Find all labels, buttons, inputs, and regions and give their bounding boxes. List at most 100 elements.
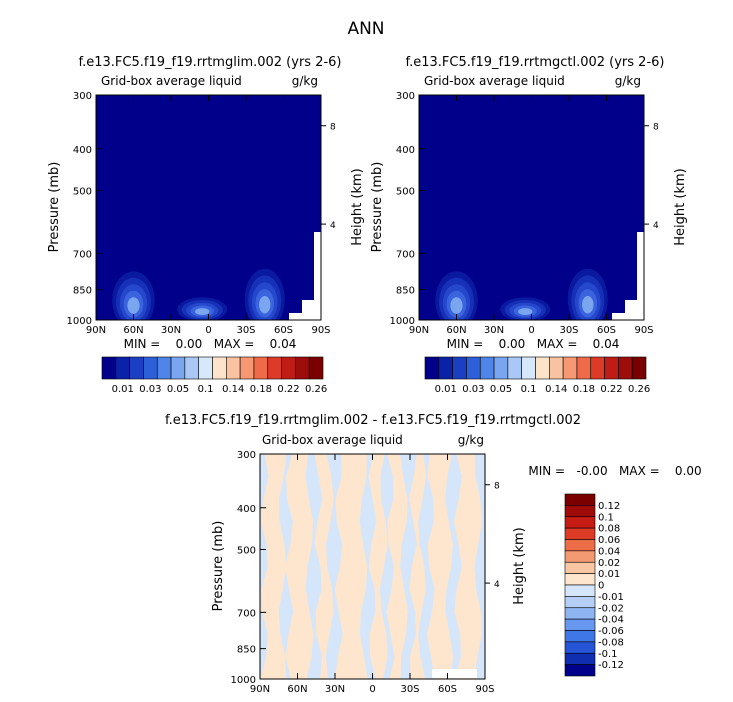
contour-band [259,295,271,314]
legend-label: 0.08 [598,524,620,535]
min-max-readout: MIN = 0.00 MAX = 0.04 [124,337,297,351]
height-tick-label: 4 [330,221,336,231]
legend-swatch [590,356,605,380]
panel-difference: f.e13.FC5.f19_f19.rrtmglim.002 - f.e13.F… [165,413,702,695]
legend-swatch [226,356,241,380]
legend-swatch [564,550,596,563]
legend-label: 0.18 [250,384,272,395]
legend-label: 0.05 [167,384,189,395]
legend-swatch [564,641,596,654]
x-tick-label: 90S [311,325,330,336]
panel-title: f.e13.FC5.f19_f19.rrtmgctl.002 (yrs 2-6) [406,55,665,70]
height-tick-label: 4 [653,221,659,231]
color-legend: 0.01 0.03 0.05 0.1 0.14 0.18 0.22 0.26 [424,356,650,395]
y-tick-label: 850 [73,286,92,297]
legend-swatch [564,539,596,552]
contour-band [314,454,334,679]
legend-swatch [564,652,596,665]
legend-swatch [576,356,592,380]
contour-layer [260,454,483,679]
legend-swatch [564,584,596,597]
legend-label: 0.06 [598,535,620,546]
y-tick-label: 500 [396,186,415,197]
legend-swatch [129,356,144,380]
legend-label: -0.06 [598,626,624,637]
legend-label: -0.08 [598,637,624,648]
y-tick-label: 400 [237,504,256,515]
x-tick-label: 30S [400,684,419,695]
legend-swatch [253,356,269,380]
legend-swatch [493,356,509,380]
legend-label: 0.01 [435,384,457,395]
x-tick-label: 60S [274,325,293,336]
x-tick-label: 60S [438,684,457,695]
panel-units-label: g/kg [615,74,641,88]
height-tick-label: 8 [494,482,500,492]
legend-swatch [295,356,310,380]
legend-label: 0.14 [545,384,567,395]
contour-layer [435,268,608,320]
legend-label: 0.12 [598,501,620,512]
axes: 90N 60N 30N 0 30S 60S 90S 300 400 500 700 850 1000 8 4 [231,450,500,695]
x-tick-label: 30N [161,325,181,336]
legend-swatch [564,516,596,529]
legend-label: 0.01 [112,384,134,395]
height-tick-label: 4 [494,580,500,590]
y-axis-right-label: Height (km) [350,168,365,245]
legend-swatch [424,356,440,380]
contour-band [454,454,483,679]
contour-band [285,454,314,679]
legend-label: 0.1 [598,512,614,523]
legend-swatch [507,356,522,380]
legend-swatch [184,356,199,380]
y-axis-label: Pressure (mb) [47,162,62,253]
panel-variable-label: Grid-box average liquid [262,433,403,447]
y-axis-label: Pressure (mb) [370,162,385,253]
legend-swatch [564,630,596,643]
legend-label: 0 [598,581,604,592]
legend-swatch [564,664,596,677]
y-tick-label: 300 [396,91,415,102]
y-tick-label: 400 [396,145,415,156]
x-tick-label: 60S [597,325,616,336]
height-tick-label: 8 [330,123,336,133]
y-axis-right-label: Height (km) [512,527,527,604]
y-tick-label: 500 [237,545,256,556]
legend-label: 0.1 [198,384,214,395]
legend-label: 0.1 [521,384,537,395]
panel-title: f.e13.FC5.f19_f19.rrtmglim.002 - f.e13.F… [165,413,581,428]
legend-swatch [564,607,596,620]
legend-label: 0.02 [598,558,620,569]
legend-label: -0.02 [598,603,624,614]
x-tick-label: 30N [484,325,504,336]
axes: 90N 60N 30N 0 30S 60S 90S 300 400 500 700 850 1000 8 4 [390,91,659,336]
missing-data-mask [289,232,321,320]
legend-label: -0.1 [598,649,618,660]
color-legend: 0.01 0.03 0.05 0.1 0.14 0.18 0.22 0.26 [101,356,327,395]
x-tick-label: 30S [559,325,578,336]
y-axis-right-label: Height (km) [673,168,688,245]
x-tick-label: 60N [287,684,307,695]
legend-swatch [143,356,158,380]
legend-swatch [267,356,282,380]
contour-band [334,454,368,679]
contour-band [409,454,426,679]
legend-swatch [101,356,117,380]
missing-data-mask [432,669,477,678]
contour-band [260,454,287,679]
legend-swatch [631,356,647,380]
y-tick-label: 1000 [231,675,256,686]
legend-swatch [604,356,619,380]
x-tick-label: 30N [325,684,345,695]
min-max-readout: MIN = -0.00 MAX = 0.00 [528,464,701,478]
legend-swatch [466,356,481,380]
x-tick-label: 60N [123,325,143,336]
color-legend: 0.120.10.080.060.040.020.010-0.01-0.02-0… [564,493,624,677]
panel-units-label: g/kg [458,433,484,447]
legend-swatch [115,356,130,380]
panel-variable-label: Grid-box average liquid [424,74,565,88]
legend-label: 0.04 [598,546,620,557]
legend-swatch [170,356,186,380]
y-tick-label: 1000 [390,316,415,327]
legend-label: -0.04 [598,615,624,626]
